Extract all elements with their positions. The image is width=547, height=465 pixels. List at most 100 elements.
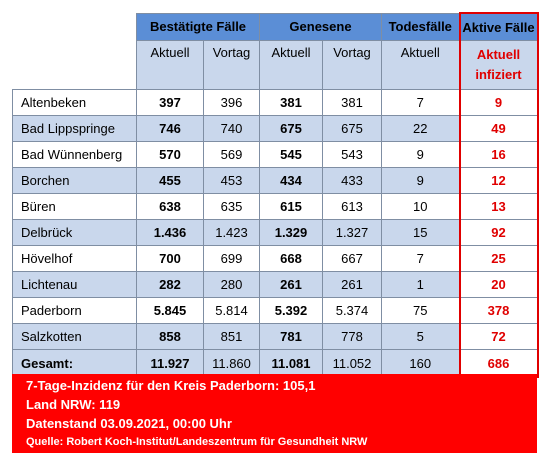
row-confirmed: 700	[136, 245, 204, 272]
table-row: Delbrück 1.436 1.423 1.329 1.327 15 92	[12, 219, 539, 246]
row-active: 92	[458, 219, 539, 246]
row-recovered-prev: 778	[322, 323, 382, 350]
row-name: Lichtenau	[12, 271, 137, 298]
row-deaths: 7	[381, 245, 460, 272]
row-confirmed: 570	[136, 141, 204, 168]
row-active: 12	[458, 167, 539, 194]
header-deaths: Todesfälle	[381, 12, 460, 41]
corner-cell	[12, 40, 137, 90]
row-name: Büren	[12, 193, 137, 220]
row-recovered: 381	[259, 89, 323, 116]
info-box: 7-Tage-Inzidenz für den Kreis Paderborn:…	[12, 374, 537, 453]
header-recovered: Genesene	[259, 12, 382, 41]
row-recovered-prev: 381	[322, 89, 382, 116]
row-confirmed-prev: 396	[203, 89, 260, 116]
row-name: Paderborn	[12, 297, 137, 324]
incidence-text: 7-Tage-Inzidenz für den Kreis Paderborn:…	[26, 378, 316, 393]
row-deaths: 9	[381, 167, 460, 194]
row-recovered: 5.392	[259, 297, 323, 324]
subheader-recovered-previous: Vortag	[322, 40, 382, 90]
total-deaths: 160	[381, 349, 460, 378]
row-name: Delbrück	[12, 219, 137, 246]
row-confirmed: 1.436	[136, 219, 204, 246]
total-active: 686	[458, 349, 539, 378]
row-active: 20	[458, 271, 539, 298]
row-name: Bad Wünnenberg	[12, 141, 137, 168]
table-row: Hövelhof 700 699 668 667 7 25	[12, 245, 539, 272]
row-active: 13	[458, 193, 539, 220]
row-confirmed: 5.845	[136, 297, 204, 324]
subheader-recovered-current: Aktuell	[259, 40, 323, 90]
row-confirmed-prev: 569	[203, 141, 260, 168]
row-recovered: 668	[259, 245, 323, 272]
subheader-confirmed-current: Aktuell	[136, 40, 204, 90]
row-confirmed: 858	[136, 323, 204, 350]
header-confirmed: Bestätigte Fälle	[136, 12, 260, 41]
row-deaths: 22	[381, 115, 460, 142]
row-recovered: 781	[259, 323, 323, 350]
row-recovered: 545	[259, 141, 323, 168]
subheader-active-line2: infiziert	[475, 67, 522, 82]
total-label: Gesamt:	[12, 349, 137, 378]
row-name: Bad Lippspringe	[12, 115, 137, 142]
row-recovered-prev: 675	[322, 115, 382, 142]
total-recovered-prev: 11.052	[322, 349, 382, 378]
nrw-text: Land NRW: 119	[26, 397, 121, 412]
row-name: Salzkotten	[12, 323, 137, 350]
subheader-active: Aktuell infiziert	[458, 40, 539, 90]
table-row: Borchen 455 453 434 433 9 12	[12, 167, 539, 194]
row-recovered: 1.329	[259, 219, 323, 246]
row-confirmed: 282	[136, 271, 204, 298]
row-active: 25	[458, 245, 539, 272]
covid-table: Bestätigte Fälle Genesene Todesfälle Akt…	[12, 12, 539, 378]
subheader-active-line1: Aktuell	[476, 47, 521, 62]
row-confirmed: 397	[136, 89, 204, 116]
row-confirmed-prev: 740	[203, 115, 260, 142]
row-confirmed: 638	[136, 193, 204, 220]
row-deaths: 1	[381, 271, 460, 298]
row-deaths: 5	[381, 323, 460, 350]
row-deaths: 15	[381, 219, 460, 246]
row-confirmed: 455	[136, 167, 204, 194]
row-confirmed-prev: 635	[203, 193, 260, 220]
row-recovered-prev: 667	[322, 245, 382, 272]
table-row: Paderborn 5.845 5.814 5.392 5.374 75 378	[12, 297, 539, 324]
row-name: Altenbeken	[12, 89, 137, 116]
row-name: Hövelhof	[12, 245, 137, 272]
row-active: 49	[458, 115, 539, 142]
row-deaths: 9	[381, 141, 460, 168]
date-text: Datenstand 03.09.2021, 00:00 Uhr	[26, 416, 232, 431]
table-row: Bad Lippspringe 746 740 675 675 22 49	[12, 115, 539, 142]
row-confirmed: 746	[136, 115, 204, 142]
row-confirmed-prev: 5.814	[203, 297, 260, 324]
corner-cell	[12, 13, 137, 41]
row-confirmed-prev: 280	[203, 271, 260, 298]
source-text: Quelle: Robert Koch-Institut/Landeszentr…	[26, 436, 368, 448]
table-row: Altenbeken 397 396 381 381 7 9	[12, 89, 539, 116]
total-row: Gesamt: 11.927 11.860 11.081 11.052 160 …	[12, 349, 539, 378]
row-active: 378	[458, 297, 539, 324]
row-deaths: 7	[381, 89, 460, 116]
row-recovered-prev: 613	[322, 193, 382, 220]
table-row: Salzkotten 858 851 781 778 5 72	[12, 323, 539, 350]
row-recovered: 261	[259, 271, 323, 298]
row-recovered-prev: 433	[322, 167, 382, 194]
row-recovered: 615	[259, 193, 323, 220]
row-recovered-prev: 1.327	[322, 219, 382, 246]
row-confirmed-prev: 699	[203, 245, 260, 272]
table-row: Lichtenau 282 280 261 261 1 20	[12, 271, 539, 298]
table-row: Bad Wünnenberg 570 569 545 543 9 16	[12, 141, 539, 168]
header-active: Aktive Fälle	[458, 12, 539, 41]
row-active: 9	[458, 89, 539, 116]
row-recovered-prev: 5.374	[322, 297, 382, 324]
subheader-deaths-current: Aktuell	[381, 40, 460, 90]
row-recovered-prev: 543	[322, 141, 382, 168]
row-confirmed-prev: 851	[203, 323, 260, 350]
row-active: 72	[458, 323, 539, 350]
row-active: 16	[458, 141, 539, 168]
row-recovered: 434	[259, 167, 323, 194]
table-row: Büren 638 635 615 613 10 13	[12, 193, 539, 220]
row-recovered: 675	[259, 115, 323, 142]
subheader-confirmed-previous: Vortag	[203, 40, 260, 90]
row-deaths: 75	[381, 297, 460, 324]
